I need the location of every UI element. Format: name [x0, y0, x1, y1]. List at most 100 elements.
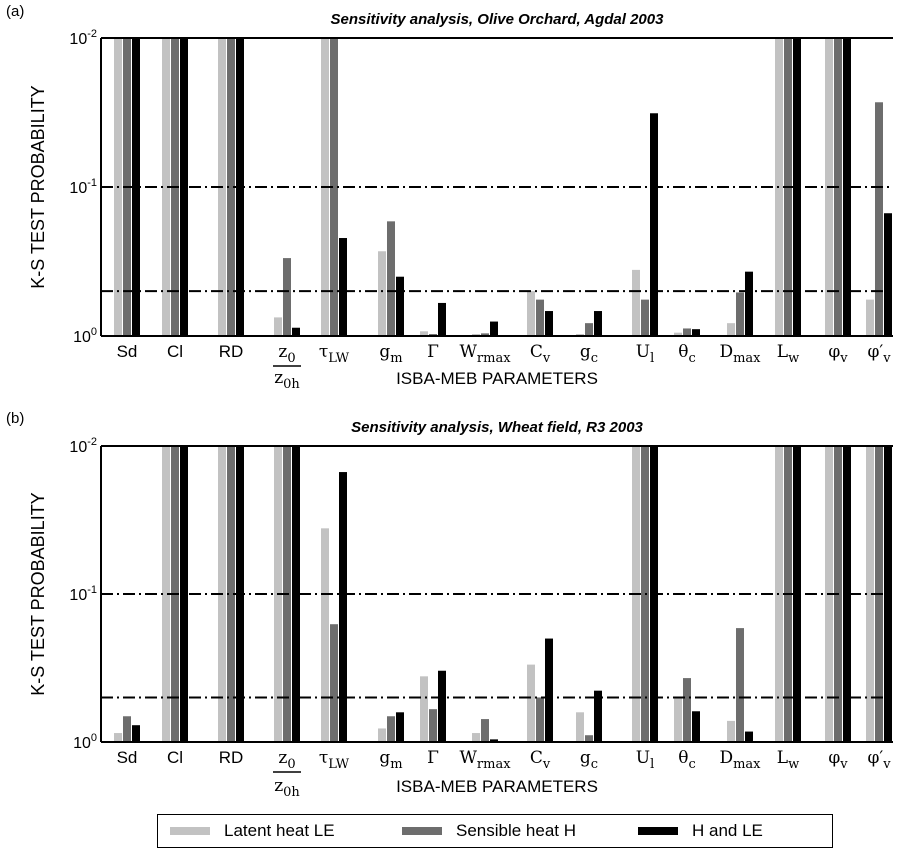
y-tick-label: 10-1 — [69, 177, 97, 197]
chart-title: Sensitivity analysis, Olive Orchard, Agd… — [331, 11, 665, 28]
bar-both — [132, 38, 140, 336]
bar-both — [594, 690, 602, 742]
bar-sensible — [481, 333, 489, 336]
x-tick-label: gm — [379, 342, 402, 366]
legend-swatch-sensible — [402, 827, 442, 835]
bar-both — [292, 446, 300, 742]
x-tick-label: gm — [379, 748, 402, 772]
x-tick-label: Sd — [117, 342, 138, 361]
bar-sensible — [283, 258, 291, 336]
bar-both — [745, 271, 753, 336]
bar-latent — [674, 697, 682, 742]
legend-item-both: H and LE — [638, 815, 763, 847]
x-tick-label: RD — [219, 342, 244, 361]
bar-both — [843, 38, 851, 336]
x-axis-label: ISBA-MEB PARAMETERS — [396, 777, 598, 796]
bar-sensible — [429, 709, 437, 742]
y-tick-label: 10-1 — [69, 584, 97, 604]
bar-both — [594, 311, 602, 336]
bar-sensible — [585, 735, 593, 742]
legend-swatch-latent — [170, 827, 210, 835]
x-axis-label: ISBA-MEB PARAMETERS — [396, 369, 598, 388]
bar-latent — [321, 528, 329, 742]
bar-sensible — [227, 446, 235, 742]
bar-sensible — [683, 328, 691, 336]
legend-swatch-both — [638, 827, 678, 835]
x-tick-label: τLW — [319, 748, 350, 772]
bar-sensible — [227, 38, 235, 336]
bar-both — [745, 731, 753, 742]
bar-latent — [114, 733, 122, 742]
bar-latent — [576, 712, 584, 742]
bar-sensible — [330, 624, 338, 742]
bar-both — [339, 472, 347, 742]
x-tick-label: Cl — [167, 748, 183, 767]
bar-latent — [632, 269, 640, 336]
x-tick-label: Cv — [530, 748, 551, 772]
bar-sensible — [481, 719, 489, 742]
bar-both — [545, 638, 553, 742]
x-tick-label: Dmax — [719, 342, 761, 366]
legend-label-both: H and LE — [692, 821, 763, 840]
bar-both — [793, 446, 801, 742]
bar-both — [692, 711, 700, 742]
x-tick-label: RD — [219, 748, 244, 767]
bar-both — [545, 311, 553, 336]
bar-both — [650, 113, 658, 336]
bar-latent — [378, 728, 386, 742]
bar-both — [490, 739, 498, 742]
bar-latent — [472, 733, 480, 742]
bar-sensible — [330, 38, 338, 336]
x-tick-label: φv — [828, 748, 848, 772]
legend-item-latent: Latent heat LE — [170, 815, 335, 847]
x-tick-label: Ul — [636, 342, 655, 366]
y-axis-label: K-S TEST PROBABILITY — [28, 492, 48, 695]
bar-latent — [866, 446, 874, 742]
x-tick-label: Cv — [530, 342, 551, 366]
legend: Latent heat LE Sensible heat H H and LE — [157, 814, 833, 848]
bar-latent — [866, 299, 874, 336]
x-tick-label: φ′v — [867, 342, 891, 366]
bar-sensible — [387, 221, 395, 336]
bar-latent — [378, 251, 386, 336]
chart-title: Sensitivity analysis, Wheat field, R3 20… — [351, 419, 643, 436]
legend-item-sensible: Sensible heat H — [402, 815, 576, 847]
bar-both — [396, 712, 404, 742]
x-tick-label: Wrmax — [459, 748, 511, 772]
x-tick-label: θc — [678, 342, 696, 366]
bar-both — [339, 238, 347, 336]
x-tick-label: Cl — [167, 342, 183, 361]
bar-latent — [727, 323, 735, 336]
x-tick-label: Ul — [636, 748, 655, 772]
bar-sensible — [123, 716, 131, 742]
x-tick-label: z0 — [278, 342, 295, 366]
x-tick-label: φ′v — [867, 748, 891, 772]
y-tick-label: 100 — [73, 326, 97, 346]
bar-both — [292, 327, 300, 336]
y-tick-label: 100 — [73, 732, 97, 752]
x-tick-label: Lw — [777, 748, 799, 772]
y-tick-label: 10-2 — [69, 436, 97, 456]
bar-both — [692, 329, 700, 336]
bar-both — [884, 213, 892, 336]
panel-a: (a) Sensitivity analysis, Olive Orchard, … — [6, 3, 893, 392]
bar-latent — [527, 291, 535, 336]
x-tick-label: gc — [580, 748, 598, 772]
bar-both — [490, 321, 498, 336]
legend-label-latent: Latent heat LE — [224, 821, 335, 840]
panel-label: (a) — [6, 3, 24, 20]
bar-sensible — [641, 299, 649, 336]
x-tick-label: gc — [580, 342, 598, 366]
bar-both — [843, 446, 851, 742]
x-tick-label: z0h — [274, 776, 300, 800]
bar-latent — [527, 664, 535, 742]
x-tick-label: φv — [828, 342, 848, 366]
bar-sensible — [585, 323, 593, 336]
bar-latent — [162, 38, 170, 336]
bar-latent — [420, 676, 428, 742]
bar-sensible — [736, 628, 744, 742]
bar-latent — [420, 331, 428, 336]
bar-sensible — [875, 102, 883, 337]
legend-label-sensible: Sensible heat H — [456, 821, 577, 840]
